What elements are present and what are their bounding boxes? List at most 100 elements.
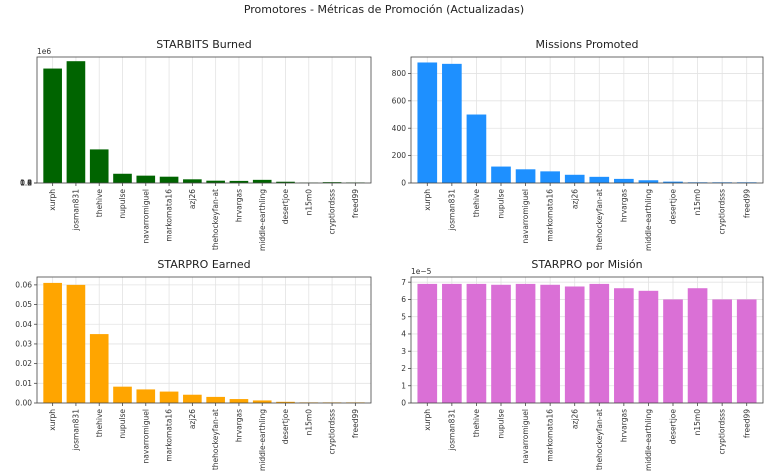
bar-cryptlordsss bbox=[322, 182, 342, 183]
xtick-label: xurph bbox=[48, 189, 57, 211]
bar-desertjoe bbox=[276, 401, 295, 403]
ytick-label: 0.8 bbox=[20, 179, 32, 188]
xtick-label: nupulse bbox=[118, 189, 127, 219]
bar-thehive bbox=[89, 334, 109, 403]
bar-navarromiguel bbox=[515, 169, 536, 183]
bar-josman831 bbox=[442, 283, 462, 403]
bar-hrvargas bbox=[614, 288, 634, 403]
ytick-label: 600 bbox=[392, 96, 407, 105]
xtick-label: thehockeyfan-at bbox=[595, 409, 604, 470]
xtick-label: josman831 bbox=[72, 409, 81, 452]
ytick-label: 0.2 bbox=[20, 179, 32, 188]
xtick-label: markomata16 bbox=[546, 409, 555, 462]
bar-freed99 bbox=[736, 299, 757, 403]
xtick-label: navarromiguel bbox=[521, 189, 530, 243]
bar-nupulse bbox=[113, 386, 132, 403]
figure-title: Promotores - Métricas de Promoción (Actu… bbox=[244, 3, 524, 16]
chart-3: 0.00 0.01 0.02 0.03 0.04 0.05 0.06 xurph josman8… bbox=[15, 258, 372, 471]
xtick-label: thehive bbox=[95, 409, 104, 438]
xtick-label: thehockeyfan-at bbox=[595, 189, 604, 250]
bar-navarromiguel bbox=[515, 283, 536, 403]
xtick-label: cryptlordsss bbox=[328, 409, 337, 455]
ytick-label: 0.00 bbox=[15, 399, 32, 408]
bar-thehockeyfan-at bbox=[206, 180, 225, 183]
xtick-label: freed99 bbox=[742, 189, 751, 218]
xtick-label: xurph bbox=[423, 409, 432, 431]
ytick-label: 400 bbox=[392, 124, 407, 133]
bar-josman831 bbox=[442, 63, 462, 183]
xtick-label: nupulse bbox=[118, 409, 127, 439]
ytick-label: 0 bbox=[401, 179, 406, 188]
xtick-label: desertjoe bbox=[669, 409, 678, 445]
bar-middle-earthling bbox=[638, 290, 659, 403]
xtick-label: azj26 bbox=[570, 409, 579, 429]
xtick-label: cryptlordsss bbox=[328, 189, 337, 235]
ytick-label: 0.6 bbox=[20, 179, 32, 188]
bar-josman831 bbox=[66, 284, 86, 403]
bar-thehive bbox=[89, 149, 109, 183]
bar-azj26 bbox=[564, 174, 585, 183]
plot-frame bbox=[36, 276, 372, 404]
ytick-label: 1.2 bbox=[20, 179, 32, 188]
ytick-label: 200 bbox=[392, 151, 407, 160]
ytick-label: 0.06 bbox=[15, 280, 32, 289]
bar-cryptlordsss bbox=[712, 299, 732, 403]
xtick-label: cryptlordsss bbox=[718, 189, 727, 235]
bar-desertjoe bbox=[663, 299, 683, 403]
xtick-label: thehockeyfan-at bbox=[211, 189, 220, 250]
bar-josman831 bbox=[66, 61, 86, 184]
xtick-label: hrvargas bbox=[235, 409, 244, 442]
bar-markomata16 bbox=[159, 176, 179, 183]
bar-nupulse bbox=[113, 173, 132, 183]
xtick-label: thehive bbox=[95, 189, 104, 218]
xtick-label: azj26 bbox=[188, 189, 197, 209]
xtick-label: hrvargas bbox=[619, 409, 628, 442]
bar-n15m0 bbox=[687, 288, 708, 403]
bar-thehive bbox=[466, 283, 487, 403]
ytick-label: 0.03 bbox=[15, 340, 32, 349]
bar-thehockeyfan-at bbox=[589, 176, 610, 183]
ytick-label: 0.05 bbox=[15, 300, 32, 309]
bar-thehockeyfan-at bbox=[589, 283, 610, 403]
bar-hrvargas bbox=[614, 178, 634, 183]
xtick-label: middle-earthling bbox=[258, 189, 267, 251]
chart-1: 0.00.20.40.60.81.01.2 xurph josman831 thehi… bbox=[20, 38, 372, 251]
xtick-label: nupulse bbox=[497, 409, 506, 439]
xtick-label: n15m0 bbox=[304, 189, 313, 216]
bar-middle-earthling bbox=[252, 400, 272, 403]
xtick-label: n15m0 bbox=[304, 409, 313, 436]
chart-2: 0 200 400 600 800 xurph josman831 thehive nupuls… bbox=[392, 38, 764, 251]
xtick-label: n15m0 bbox=[693, 189, 702, 216]
bar-thehockeyfan-at bbox=[206, 396, 225, 403]
xtick-label: desertjoe bbox=[281, 409, 290, 445]
bar-xurph bbox=[43, 68, 62, 183]
xtick-label: middle-earthling bbox=[258, 409, 267, 471]
bar-thehive bbox=[466, 114, 487, 183]
bar-navarromiguel bbox=[136, 175, 156, 183]
xtick-label: middle-earthling bbox=[644, 189, 653, 251]
ytick-label: 4 bbox=[401, 330, 406, 339]
ytick-label: 6 bbox=[401, 295, 406, 304]
xtick-label: n15m0 bbox=[693, 409, 702, 436]
xtick-label: josman831 bbox=[447, 409, 456, 452]
xtick-label: markomata16 bbox=[546, 189, 555, 242]
xtick-label: navarromiguel bbox=[141, 409, 150, 463]
bar-desertjoe bbox=[663, 181, 683, 183]
xtick-label: josman831 bbox=[72, 189, 81, 232]
ytick-label: 0 bbox=[401, 399, 406, 408]
ytick-label: 0.0 bbox=[20, 179, 32, 188]
bar-markomata16 bbox=[540, 171, 560, 183]
xtick-label: freed99 bbox=[351, 409, 360, 438]
chart-title: STARPRO por Misión bbox=[531, 258, 642, 271]
ytick-label: 0.4 bbox=[20, 179, 32, 188]
xtick-label: azj26 bbox=[188, 409, 197, 429]
xtick-label: cryptlordsss bbox=[718, 409, 727, 455]
bar-nupulse bbox=[491, 166, 511, 183]
bar-xurph bbox=[417, 283, 438, 403]
ytick-label: 800 bbox=[392, 69, 407, 78]
ytick-label: 0.04 bbox=[15, 320, 32, 329]
xtick-label: desertjoe bbox=[281, 189, 290, 225]
xtick-label: thehive bbox=[472, 189, 481, 218]
axis-offset-label: 1e6 bbox=[37, 47, 51, 56]
xtick-label: freed99 bbox=[742, 409, 751, 438]
